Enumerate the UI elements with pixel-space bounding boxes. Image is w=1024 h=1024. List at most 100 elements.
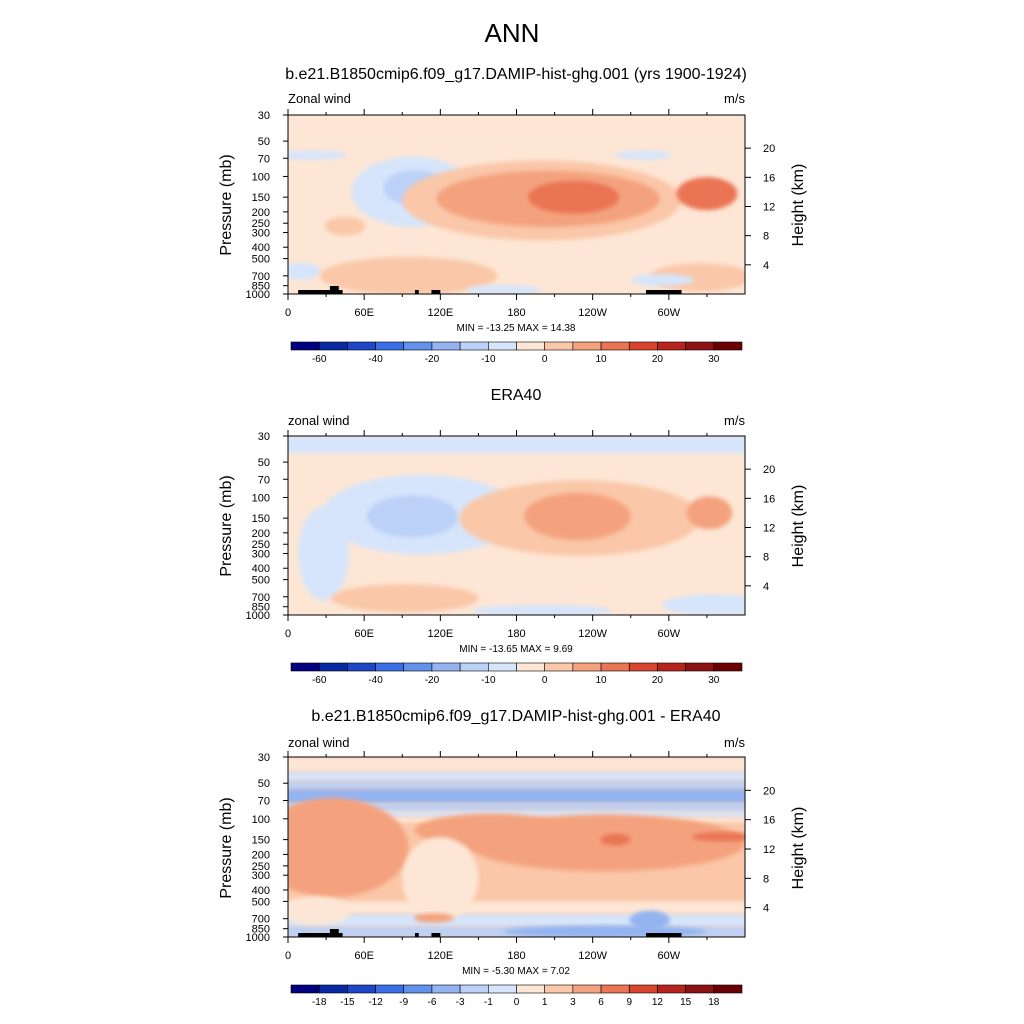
colorbar-swatch: [318, 341, 348, 351]
y2-tick-label: 16: [763, 172, 775, 184]
colorbar-swatch: [628, 662, 658, 672]
colorbar-swatch: [488, 662, 517, 672]
colorbar-label: 20: [652, 675, 664, 686]
y-tick-label: 200: [252, 849, 270, 861]
topography-mask: [329, 286, 339, 294]
panel-difference: b.e21.B1850cmip6.f09_g17.DAMIP-hist-ghg.…: [218, 708, 807, 1008]
colorbar-swatch: [544, 662, 574, 672]
colorbar-label: 0: [542, 675, 548, 686]
colorbar-label: -60: [312, 354, 327, 365]
x-tick-label: 0: [285, 307, 291, 319]
y2-tick-label: 4: [763, 903, 769, 915]
panel-units-label: m/s: [724, 735, 745, 750]
colorbar-swatch: [544, 341, 574, 351]
contour-region: [691, 832, 745, 842]
x-tick-label: 120E: [427, 307, 453, 319]
contour-region: [288, 262, 321, 280]
contour-region: [324, 216, 366, 236]
y-tick-label: 50: [258, 457, 270, 469]
contour-region: [472, 604, 612, 615]
colorbar-label: 6: [598, 997, 604, 1008]
contour-region: [414, 813, 568, 847]
colorbar-label: -1: [484, 997, 493, 1008]
y-tick-label: 150: [252, 513, 270, 525]
x-tick-label: 60E: [354, 307, 374, 319]
contour-region: [600, 833, 631, 846]
colorbar-label: -10: [481, 354, 496, 365]
y-axis-label: Pressure (mb): [218, 475, 235, 576]
contour-region: [524, 492, 631, 540]
contour-region: [662, 594, 745, 615]
y-tick-label: 500: [252, 575, 270, 587]
y2-axis-label: Height (km): [790, 807, 807, 890]
y-tick-label: 850: [252, 281, 270, 293]
y-tick-label: 200: [252, 207, 270, 219]
y2-tick-label: 20: [763, 464, 775, 476]
y-tick-label: 400: [252, 563, 270, 575]
colorbar-swatch: [375, 662, 405, 672]
field-band: [288, 781, 745, 790]
colorbar-swatch: [488, 341, 517, 351]
x-tick-label: 120E: [427, 950, 453, 962]
y-tick-label: 700: [252, 271, 270, 283]
panel-left-label: Zonal wind: [288, 91, 351, 106]
y-tick-label: 850: [252, 924, 270, 936]
colorbar-label: -60: [312, 675, 327, 686]
y2-tick-label: 20: [763, 785, 775, 797]
field-band: [288, 914, 745, 927]
colorbar-swatch: [459, 662, 489, 672]
panel-title: b.e21.B1850cmip6.f09_g17.DAMIP-hist-ghg.…: [285, 66, 747, 83]
y-tick-label: 30: [258, 431, 270, 443]
y-tick-label: 30: [258, 110, 270, 122]
x-tick-label: 0: [285, 950, 291, 962]
x-tick-label: 60E: [354, 628, 374, 640]
colorbar-label: 30: [708, 675, 720, 686]
colorbar-swatch: [318, 662, 348, 672]
colorbar-swatch: [431, 341, 461, 351]
panel-units-label: m/s: [724, 91, 745, 106]
y-tick-label: 300: [252, 549, 270, 561]
colorbar-swatch: [516, 662, 545, 672]
topography-mask: [414, 290, 419, 294]
contour-region: [413, 913, 455, 923]
y-tick-label: 200: [252, 528, 270, 540]
colorbar-label: -20: [425, 354, 440, 365]
colorbar-swatch: [290, 341, 320, 351]
colorbar-swatch: [403, 341, 433, 351]
y2-axis-label: Height (km): [790, 485, 807, 568]
colorbar-label: -15: [340, 997, 355, 1008]
colorbar-swatch: [431, 662, 461, 672]
colorbar-swatch: [488, 984, 517, 994]
colorbar-swatch: [347, 984, 376, 994]
stats-text: MIN = -5.30 MAX = 7.02: [462, 966, 570, 977]
panel-left-label: zonal wind: [288, 735, 349, 750]
y-tick-label: 50: [258, 778, 270, 790]
y-tick-label: 1000: [246, 610, 270, 622]
contour-region: [402, 837, 479, 920]
y-tick-label: 500: [252, 896, 270, 908]
stats-text: MIN = -13.25 MAX = 14.38: [457, 323, 576, 334]
colorbar: -60 -40 -20 -10 0 10 20 30: [290, 341, 743, 365]
colorbar-swatch: [403, 662, 433, 672]
y2-tick-label: 8: [763, 231, 769, 243]
colorbar-swatch: [685, 984, 715, 994]
colorbar-swatch: [713, 662, 743, 672]
colorbar-swatch: [657, 341, 686, 351]
y-tick-label: 50: [258, 136, 270, 148]
contour-region: [319, 256, 498, 294]
colorbar-label: -9: [399, 997, 408, 1008]
y-tick-label: 100: [252, 814, 270, 826]
y-tick-label: 400: [252, 885, 270, 897]
colorbar-swatch: [657, 984, 686, 994]
field-band: [288, 789, 745, 804]
colorbar-label: -40: [368, 354, 383, 365]
field-band: [288, 901, 745, 915]
panel-observations: ERA40 zonal wind m/s Pressure (mb) Heigh…: [218, 387, 807, 686]
colorbar-swatch: [572, 341, 602, 351]
y-tick-label: 500: [252, 254, 270, 266]
field-band: [288, 757, 745, 772]
panel-left-label: zonal wind: [288, 413, 349, 428]
topography-mask: [431, 290, 441, 294]
